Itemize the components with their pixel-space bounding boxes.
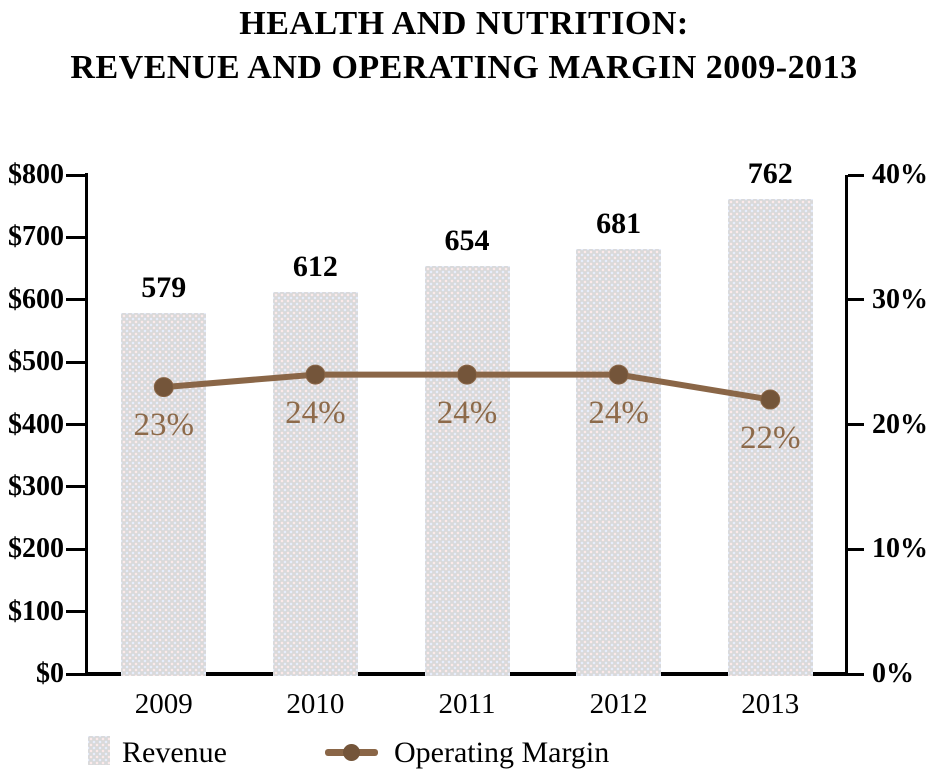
x-axis-label: 2010 <box>286 688 345 720</box>
legend-revenue-swatch <box>88 736 110 765</box>
left-axis-tick-label: $200 <box>8 533 64 565</box>
legend-operating-margin-label: Operating Margin <box>394 736 610 769</box>
left-axis-tick-label: $600 <box>8 283 64 315</box>
right-axis-tick <box>848 173 864 177</box>
left-axis-tick <box>66 173 86 177</box>
bar-value-label: 612 <box>292 250 338 284</box>
left-axis-tick-label: $300 <box>8 470 64 502</box>
x-axis-label: 2013 <box>741 688 800 720</box>
bar-revenue-2012 <box>576 249 662 676</box>
right-axis-tick <box>848 298 864 302</box>
operating-margin-marker <box>608 364 629 385</box>
x-axis-label: 2009 <box>134 688 193 720</box>
left-axis-tick <box>66 610 86 614</box>
left-axis-tick <box>66 485 86 489</box>
right-axis-line <box>845 175 848 676</box>
left-axis-tick-label: $800 <box>8 159 64 190</box>
right-axis-tick <box>848 547 864 551</box>
operating-margin-marker <box>305 364 326 385</box>
operating-margin-marker <box>457 364 477 385</box>
bar-revenue-2011 <box>424 266 510 676</box>
legend-revenue-label: Revenue <box>122 736 227 769</box>
bar-revenue-2010 <box>272 292 358 676</box>
x-axis-label: 2011 <box>438 688 496 720</box>
bar-value-label: 579 <box>141 270 187 304</box>
left-axis-tick <box>66 298 86 302</box>
margin-point-label: 24% <box>588 394 649 431</box>
operating-margin-marker <box>153 377 174 398</box>
left-axis-tick <box>66 672 86 676</box>
margin-point-label: 23% <box>133 407 195 444</box>
chart-title-line-2: REVENUE AND OPERATING MARGIN 2009-2013 <box>70 49 858 86</box>
left-axis-tick-label: $0 <box>36 658 64 689</box>
left-axis-tick-label: $700 <box>8 221 64 253</box>
margin-point-label: 24% <box>285 394 346 431</box>
right-axis-tick-label: 0% <box>872 658 914 689</box>
left-axis-tick-label: $100 <box>8 595 64 627</box>
left-axis-tick-label: $400 <box>8 408 64 440</box>
margin-point-label: 24% <box>436 394 498 431</box>
left-axis-tick-label: $500 <box>8 346 64 378</box>
operating-margin-marker <box>760 389 781 410</box>
x-axis-label: 2012 <box>589 688 648 720</box>
right-axis-tick <box>848 423 864 426</box>
legend-line-marker-icon <box>343 744 360 761</box>
right-axis-tick-label: 40% <box>872 159 928 190</box>
bar-value-label: 654 <box>444 224 490 258</box>
right-axis-tick-label: 10% <box>872 533 928 565</box>
bar-revenue-2013 <box>727 198 813 676</box>
bar-value-label: 762 <box>747 156 793 190</box>
margin-point-label: 22% <box>739 419 801 456</box>
left-axis-tick <box>66 235 86 239</box>
left-axis-tick <box>66 423 86 426</box>
right-axis-tick <box>848 672 864 676</box>
left-axis-tick <box>66 360 86 364</box>
chart-title: HEALTH AND NUTRITION: REVENUE AND OPERAT… <box>0 2 928 90</box>
left-axis-line <box>85 173 88 676</box>
bar-value-label: 681 <box>596 207 642 241</box>
bar-revenue-2009 <box>121 312 207 676</box>
right-axis-tick-label: 20% <box>872 408 928 440</box>
right-axis-tick-label: 30% <box>872 283 928 315</box>
left-axis-tick <box>66 547 86 551</box>
chart-title-line-1: HEALTH AND NUTRITION: <box>239 5 689 42</box>
